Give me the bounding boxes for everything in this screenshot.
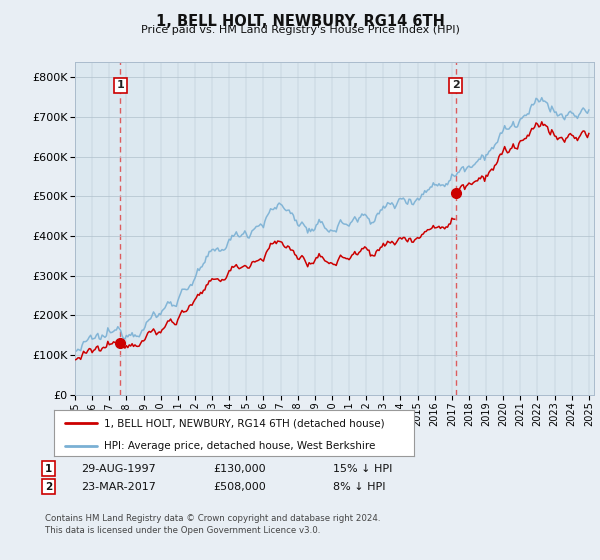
Text: 15% ↓ HPI: 15% ↓ HPI — [333, 464, 392, 474]
Text: 23-MAR-2017: 23-MAR-2017 — [81, 482, 156, 492]
Text: £508,000: £508,000 — [213, 482, 266, 492]
Text: 2: 2 — [452, 81, 460, 90]
Text: 1: 1 — [116, 81, 124, 90]
Text: £130,000: £130,000 — [213, 464, 266, 474]
Text: Price paid vs. HM Land Registry's House Price Index (HPI): Price paid vs. HM Land Registry's House … — [140, 25, 460, 35]
Text: 2: 2 — [45, 482, 52, 492]
Text: 29-AUG-1997: 29-AUG-1997 — [81, 464, 156, 474]
Text: 1, BELL HOLT, NEWBURY, RG14 6TH (detached house): 1, BELL HOLT, NEWBURY, RG14 6TH (detache… — [104, 418, 385, 428]
Text: 1: 1 — [45, 464, 52, 474]
Text: 8% ↓ HPI: 8% ↓ HPI — [333, 482, 386, 492]
Text: HPI: Average price, detached house, West Berkshire: HPI: Average price, detached house, West… — [104, 441, 376, 451]
Text: 1, BELL HOLT, NEWBURY, RG14 6TH: 1, BELL HOLT, NEWBURY, RG14 6TH — [155, 14, 445, 29]
Text: Contains HM Land Registry data © Crown copyright and database right 2024.
This d: Contains HM Land Registry data © Crown c… — [45, 514, 380, 535]
